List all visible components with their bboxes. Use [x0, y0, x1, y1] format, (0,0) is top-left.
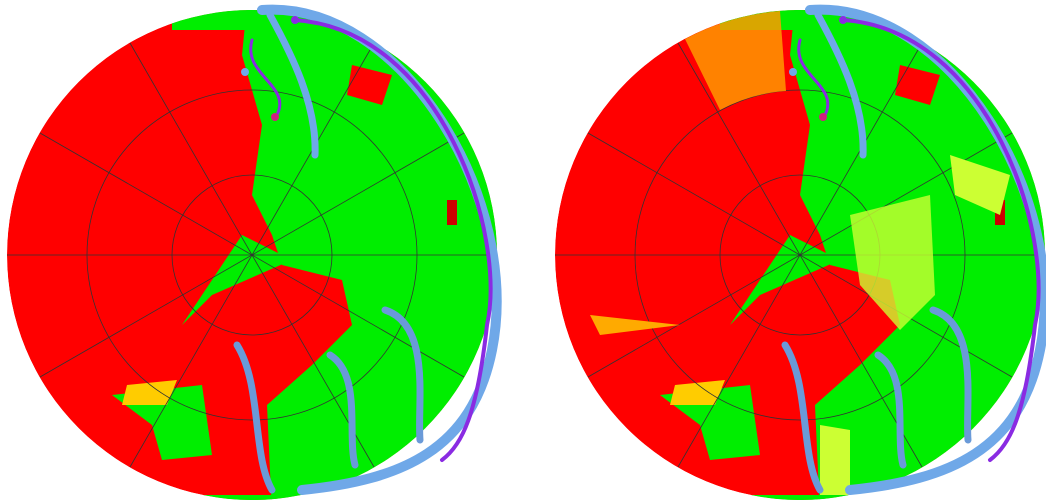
right-panel	[555, 5, 1046, 502]
orange-sector	[685, 11, 786, 110]
orange-streak	[590, 315, 680, 335]
yellow-ring-region	[850, 195, 935, 330]
left-panel	[7, 5, 512, 502]
right-base	[555, 5, 1046, 502]
right-overlays	[590, 11, 1010, 495]
yellow-patch	[950, 155, 1010, 215]
yellow-patch	[820, 425, 850, 495]
